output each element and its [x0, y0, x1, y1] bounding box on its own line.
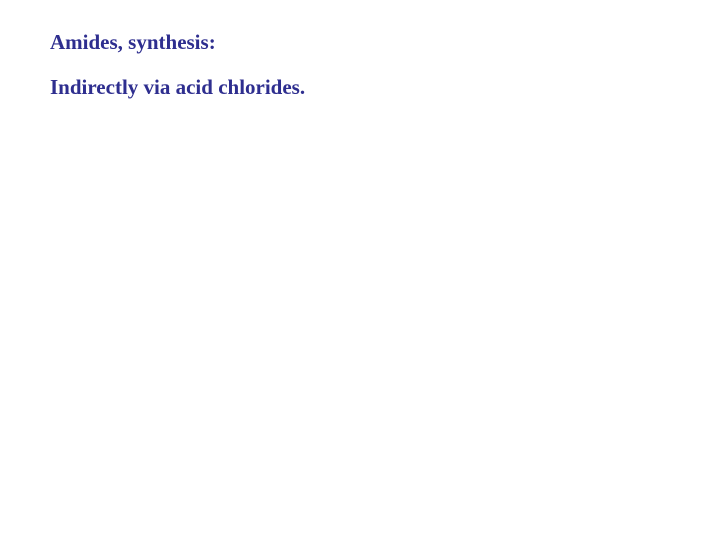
- slide-content: Amides, synthesis: Indirectly via acid c…: [0, 0, 720, 100]
- slide-title: Amides, synthesis:: [50, 30, 720, 55]
- slide-subtitle: Indirectly via acid chlorides.: [50, 75, 720, 100]
